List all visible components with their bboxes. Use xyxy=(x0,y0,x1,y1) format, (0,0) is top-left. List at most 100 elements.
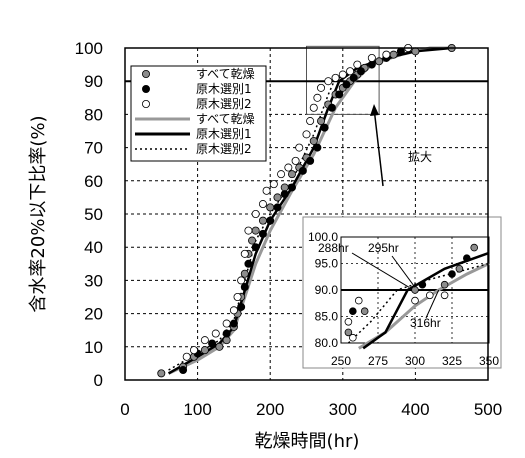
x-tick-label: 300 xyxy=(329,400,357,419)
x-tick-label: 100 xyxy=(183,400,211,419)
data-point xyxy=(200,346,209,355)
inset-y-tick-label: 100.0 xyxy=(308,230,338,244)
data-point xyxy=(240,249,249,258)
legend-box xyxy=(130,65,267,162)
data-point xyxy=(320,123,329,132)
data-point xyxy=(182,352,191,361)
data-point xyxy=(258,229,267,238)
data-point xyxy=(244,259,253,268)
series-line xyxy=(168,47,452,371)
data-point xyxy=(396,47,405,56)
data-point xyxy=(331,73,340,82)
data-point xyxy=(295,143,304,152)
inset-x-tick-label: 275 xyxy=(368,354,388,368)
y-tick-label: 50 xyxy=(84,205,103,224)
data-point xyxy=(349,73,358,82)
y-tick-label: 60 xyxy=(84,172,103,191)
data-point xyxy=(240,283,249,292)
data-point xyxy=(367,53,376,62)
inset-data-point xyxy=(425,291,434,300)
data-point xyxy=(353,60,362,69)
zoom-arrow-head xyxy=(370,104,379,116)
inset-annotation-label: 316hr xyxy=(410,316,441,330)
inset-data-point xyxy=(349,333,357,342)
inset-data-point xyxy=(411,296,419,305)
x-axis-title: 乾燥時間(hr) xyxy=(255,431,360,452)
inset-data-point xyxy=(418,280,427,289)
inset-data-point xyxy=(411,286,419,294)
data-point xyxy=(237,302,246,311)
data-point xyxy=(382,50,391,59)
legend-label: すべて乾燥 xyxy=(196,67,255,81)
y-axis-title: 含水率20%以下比率(%) xyxy=(28,115,49,312)
data-point xyxy=(251,209,260,218)
inset-x-tick-label: 350 xyxy=(479,354,499,368)
data-point xyxy=(179,366,188,375)
data-point xyxy=(258,200,267,209)
legend-label: 原木選別2 xyxy=(196,142,252,156)
legend-label: 原木選別2 xyxy=(196,97,252,111)
inset-data-point xyxy=(470,243,479,252)
inset-annotation-label: 295hr xyxy=(368,241,399,255)
data-point xyxy=(211,329,220,338)
data-point xyxy=(157,369,166,378)
data-point xyxy=(200,336,209,345)
data-point xyxy=(266,216,275,225)
data-point xyxy=(306,156,315,165)
data-point xyxy=(237,276,246,285)
data-point xyxy=(309,103,318,112)
data-point xyxy=(411,47,420,56)
data-point xyxy=(287,183,296,192)
data-point xyxy=(244,226,253,235)
y-tick-label: 10 xyxy=(84,338,103,357)
inset-x-tick-label: 325 xyxy=(442,354,462,368)
data-point xyxy=(306,117,315,126)
data-point xyxy=(262,186,271,195)
legend-marker xyxy=(141,100,150,109)
legend-marker xyxy=(141,85,150,94)
data-point xyxy=(356,67,365,76)
data-point xyxy=(302,130,311,139)
y-tick-label: 100 xyxy=(75,39,103,58)
data-point xyxy=(291,156,300,165)
y-tick-label: 80 xyxy=(84,105,103,124)
data-point xyxy=(284,163,293,172)
legend-label: 原木選別1 xyxy=(196,82,252,96)
data-point xyxy=(309,136,318,145)
data-point xyxy=(229,306,238,315)
data-point xyxy=(248,236,257,245)
y-tick-label: 90 xyxy=(84,72,103,91)
y-tick-label: 0 xyxy=(94,371,103,390)
inset-annotation-label: 288hr xyxy=(318,241,349,255)
data-point xyxy=(313,143,322,152)
data-point xyxy=(327,103,336,112)
tick-labels: 0 100 200 300 400 500 0 10 20 30 40 50 60 70 80 90 100 xyxy=(75,39,503,419)
data-point xyxy=(287,170,296,179)
inset-data-point xyxy=(440,291,449,300)
data-point xyxy=(317,117,326,126)
data-point xyxy=(280,183,289,192)
data-point xyxy=(222,329,231,338)
legend-marker xyxy=(141,70,150,79)
data-point xyxy=(317,83,326,92)
x-tick-label: 200 xyxy=(256,400,284,419)
inset-line-sel1 xyxy=(362,251,490,350)
data-point xyxy=(324,77,333,86)
x-tick-label: 500 xyxy=(474,400,502,419)
data-point xyxy=(273,193,282,202)
inset-arrow-295 xyxy=(391,255,416,288)
inset-x-tick-label: 300 xyxy=(405,354,425,368)
inset-y-tick-label: 90.0 xyxy=(315,283,339,297)
inset-arrow-316 xyxy=(425,289,440,319)
axes xyxy=(124,47,489,381)
data-point xyxy=(335,90,344,99)
inset-arrow-288 xyxy=(351,252,410,288)
data-point xyxy=(269,180,278,189)
data-point xyxy=(298,166,307,175)
data-point xyxy=(375,57,384,66)
data-point xyxy=(266,203,275,212)
data-point xyxy=(258,216,267,225)
legend-label: 原木選別1 xyxy=(196,127,252,141)
data-point xyxy=(222,336,231,345)
